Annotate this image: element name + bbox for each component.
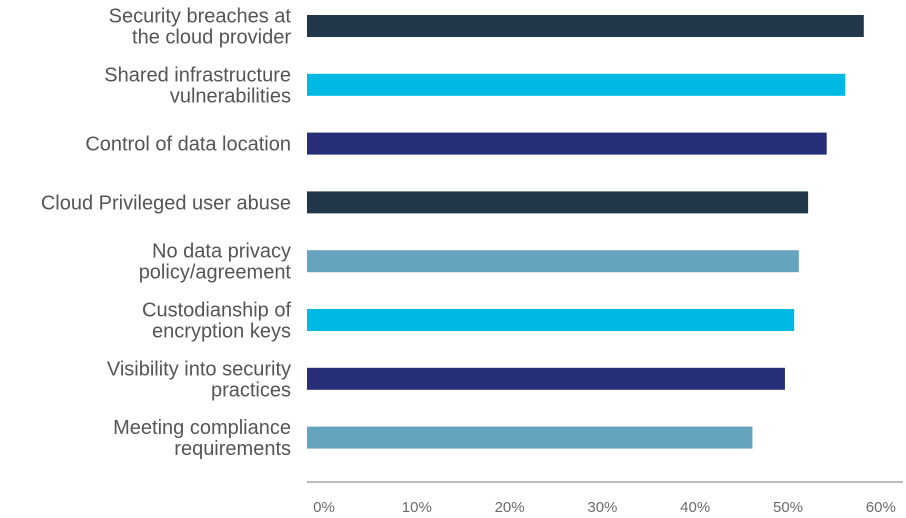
category-label-line: requirements [174,438,291,460]
x-tick-label: 20% [495,499,525,516]
bar-3 [307,132,827,155]
category-label-line: vulnerabilities [170,85,291,107]
bar-5 [307,250,799,273]
tick-labels-group: 0% 10% 20% 30% 40% 50% 60% [313,499,896,516]
x-tick-label: 10% [402,499,432,516]
category-label: No data privacy policy/agreement [139,241,292,284]
category-label-line: encryption keys [152,321,291,343]
bar-6 [307,309,795,331]
category-label: Cloud Privileged user abuse [41,192,291,214]
category-label: Visibility into security practices [107,358,291,401]
bars-group [307,15,864,449]
x-tick-label: 50% [773,499,803,516]
category-label-line: the cloud provider [132,27,291,49]
category-label-line: Visibility into security [107,358,291,380]
x-tick-label: 30% [587,499,617,516]
category-label-line: Control of data location [85,134,291,156]
category-label-line: Security breaches at [109,6,292,28]
category-label: Meeting compliance requirements [113,417,291,460]
category-label: Shared infrastructure vulnerabilities [104,64,291,107]
bar-4 [307,191,809,214]
bar-7 [307,367,785,390]
category-label: Custodianship of encryption keys [142,300,291,343]
category-label-line: Custodianship of [142,300,291,322]
x-tick-label: 60% [866,499,896,516]
category-label-line: Cloud Privileged user abuse [41,192,291,214]
category-labels-group: Security breaches at the cloud provider Sh… [41,6,292,461]
category-label-line: Meeting compliance [113,417,291,439]
x-tick-label: 0% [313,499,335,516]
category-label: Control of data location [85,134,291,156]
category-label-line: No data privacy [152,241,291,263]
category-label-line: policy/agreement [139,262,292,284]
category-label-line: Shared infrastructure [104,64,291,86]
bar-1 [307,15,864,37]
category-label-line: practices [211,379,291,401]
category-label: Security breaches at the cloud provider [109,6,292,49]
x-tick-label: 40% [680,499,710,516]
bar-8 [307,426,753,449]
bar-2 [307,73,846,96]
